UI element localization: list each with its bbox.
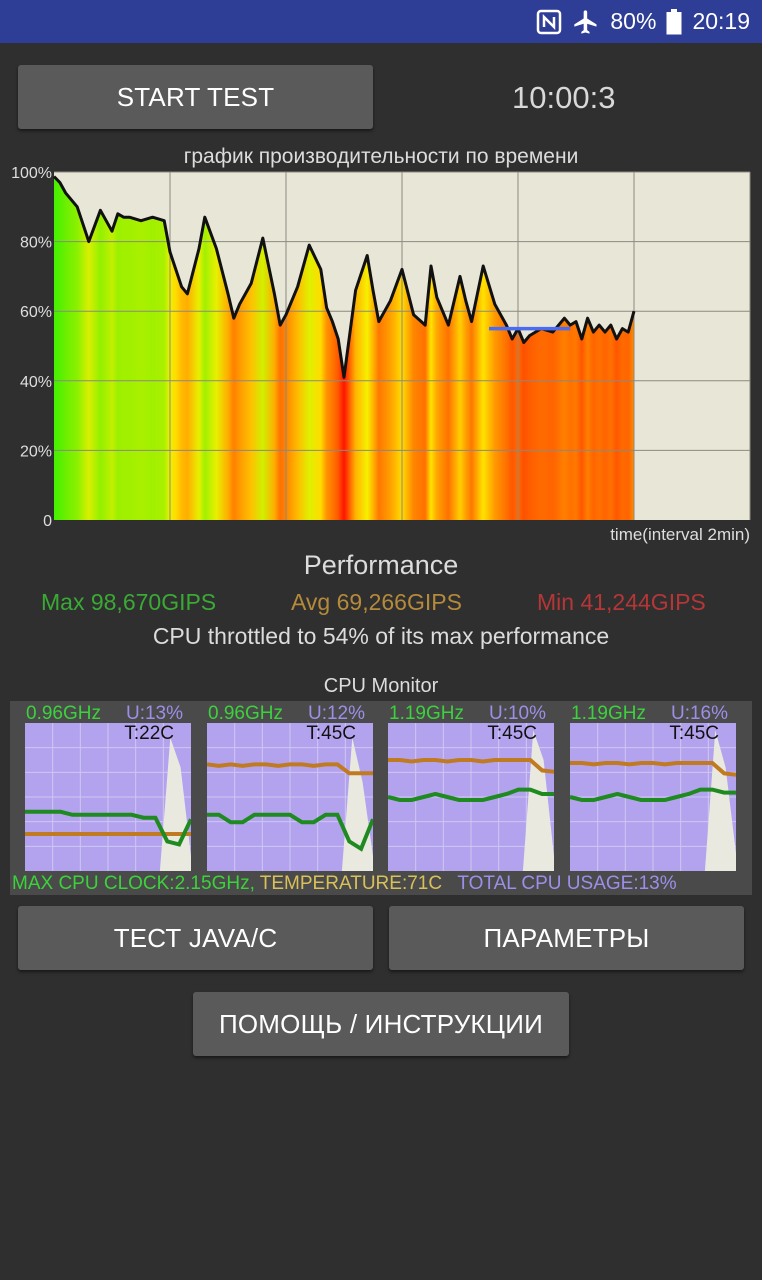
core-frequency-line	[25, 809, 191, 847]
start-test-label: START TEST	[116, 81, 275, 112]
core-usage-area	[570, 730, 736, 871]
core-usage-area	[207, 737, 373, 871]
java-c-test-label: ТЕСТ JAVA/C	[113, 922, 278, 953]
core-frequency: 1.19GHz	[571, 703, 646, 724]
core-graph	[570, 723, 736, 871]
core-graph	[388, 723, 554, 871]
core-temperature-line	[570, 761, 736, 777]
start-test-button[interactable]: START TEST	[18, 65, 373, 129]
core-graph	[25, 723, 191, 871]
battery-icon	[666, 8, 682, 35]
cpu-monitor-title: CPU Monitor	[323, 675, 439, 697]
battery-percent: 80%	[610, 8, 657, 34]
status-bar: 80% 20:19	[0, 0, 762, 43]
core-usage: U:10%	[488, 703, 546, 724]
settings-label: ПАРАМЕТРЫ	[483, 922, 650, 953]
core-usage-area	[388, 730, 554, 871]
cpu-core-panel: 1.19GHz U:16% T:45C	[555, 701, 736, 895]
cpu-core-panel: 1.19GHz U:10% T:45C	[373, 701, 554, 895]
java-c-test-button[interactable]: ТЕСТ JAVA/C	[18, 906, 373, 970]
core-graph	[207, 723, 373, 871]
core-usage-area	[25, 737, 191, 871]
core-usage: U:13%	[125, 703, 183, 724]
performance-line	[52, 175, 636, 379]
y-tick-label: 0	[43, 513, 52, 530]
cpu-temperature: TEMPERATURE:71C	[259, 873, 443, 894]
cpu-core-panel: 0.96GHz U:12% T:45C	[192, 701, 373, 895]
core-frequency-line	[207, 812, 373, 852]
core-frequency: 1.19GHz	[389, 703, 464, 724]
settings-button[interactable]: ПАРАМЕТРЫ	[389, 906, 744, 970]
max-performance: Max 98,670GIPS	[41, 589, 217, 615]
core-temperature: T:45C	[487, 723, 537, 744]
max-cpu-clock: MAX CPU CLOCK:2.15GHz,	[12, 873, 255, 894]
performance-chart: 100% 80% 60% 40% 20% 0 time(interval 2min)	[11, 165, 751, 544]
x-axis-label: time(interval 2min)	[610, 525, 750, 544]
cpu-monitor: 0.96GHz U:13% T:22C 0.96GHz U:12% T:45C …	[10, 701, 752, 895]
core-temperature: T:22C	[124, 723, 174, 744]
cpu-monitor-footer: MAX CPU CLOCK:2.15GHz, TEMPERATURE:71C T…	[12, 873, 677, 895]
core-temperature: T:45C	[669, 723, 719, 744]
performance-heading: Performance	[303, 550, 459, 580]
core-frequency-line	[388, 787, 554, 802]
throttle-summary: CPU throttled to 54% of its max performa…	[152, 623, 610, 649]
core-temperature-line	[388, 758, 554, 774]
y-tick-label: 20%	[20, 443, 52, 460]
help-button[interactable]: ПОМОЩЬ / ИНСТРУКЦИИ	[193, 992, 569, 1056]
airplane-icon	[572, 8, 600, 36]
core-usage: U:16%	[670, 703, 728, 724]
y-tick-label: 60%	[20, 304, 52, 321]
min-performance: Min 41,244GIPS	[537, 589, 706, 615]
help-label: ПОМОЩЬ / ИНСТРУКЦИИ	[218, 1008, 543, 1039]
y-tick-label: 40%	[20, 374, 52, 391]
cpu-core-panel: 0.96GHz U:13% T:22C	[10, 701, 191, 895]
y-tick-label: 80%	[20, 235, 52, 252]
y-tick-label: 100%	[11, 165, 52, 182]
core-frequency-line	[570, 787, 736, 802]
core-frequency: 0.96GHz	[208, 703, 283, 724]
nfc-icon	[536, 9, 562, 35]
chart-title: график производительности по времени	[183, 145, 579, 168]
clock: 20:19	[692, 8, 750, 34]
total-cpu-usage: TOTAL CPU USAGE:13%	[457, 873, 677, 894]
performance-area	[54, 176, 634, 520]
core-usage: U:12%	[307, 703, 365, 724]
avg-performance: Avg 69,266GIPS	[291, 589, 462, 615]
core-frequency: 0.96GHz	[26, 703, 101, 724]
core-temperature-line	[207, 762, 373, 776]
core-temperature: T:45C	[306, 723, 356, 744]
test-timer: 10:00:3	[512, 80, 616, 115]
